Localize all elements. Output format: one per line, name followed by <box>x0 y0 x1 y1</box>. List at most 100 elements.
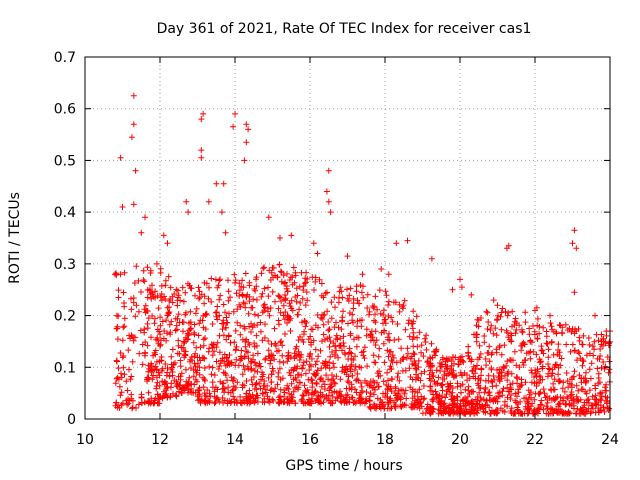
data-point <box>552 361 559 368</box>
data-point <box>254 394 261 401</box>
data-point <box>265 284 271 291</box>
data-point <box>118 389 125 396</box>
data-point <box>350 305 357 312</box>
data-point <box>209 364 216 371</box>
data-point <box>348 381 355 388</box>
data-point <box>489 407 495 414</box>
data-point <box>189 357 195 364</box>
data-point <box>253 380 260 386</box>
data-point <box>271 356 278 363</box>
data-point <box>418 370 425 377</box>
data-point <box>481 339 488 346</box>
data-point <box>180 298 187 305</box>
data-point <box>155 305 162 312</box>
data-point <box>409 386 416 393</box>
data-point <box>395 387 402 394</box>
data-point <box>345 297 352 304</box>
data-point <box>257 376 264 383</box>
data-point <box>576 410 583 417</box>
data-point <box>341 343 347 350</box>
data-point <box>476 401 483 408</box>
data-point <box>250 352 257 359</box>
data-point <box>393 240 400 247</box>
data-point <box>128 134 135 141</box>
data-point <box>299 392 306 399</box>
data-point <box>162 361 169 367</box>
data-point <box>265 293 272 300</box>
data-point <box>182 311 189 318</box>
data-point <box>316 276 323 283</box>
data-point <box>522 379 529 386</box>
data-point <box>300 400 307 407</box>
data-point <box>579 357 586 363</box>
data-point <box>149 313 156 319</box>
data-point <box>244 363 251 370</box>
data-point <box>312 388 319 395</box>
data-point <box>573 382 580 389</box>
data-point <box>203 280 210 287</box>
data-point <box>375 383 382 390</box>
data-point <box>384 347 391 354</box>
data-point <box>232 347 239 354</box>
data-point <box>545 361 551 368</box>
data-point <box>537 389 544 396</box>
data-point <box>462 386 469 393</box>
data-point <box>385 302 392 308</box>
data-point <box>434 380 440 387</box>
data-point <box>307 350 314 357</box>
data-point <box>144 398 151 404</box>
data-point <box>519 410 526 417</box>
data-point <box>521 341 528 348</box>
data-point <box>152 351 159 358</box>
data-point <box>356 364 363 370</box>
data-point <box>594 365 601 372</box>
data-point <box>338 288 345 295</box>
data-point <box>169 293 176 300</box>
data-point <box>288 232 295 239</box>
data-point <box>233 399 240 405</box>
data-point <box>282 292 288 298</box>
data-point <box>266 396 273 403</box>
data-point <box>318 365 325 372</box>
data-point <box>250 296 257 303</box>
data-point <box>142 339 149 346</box>
data-point <box>200 384 207 391</box>
data-point <box>173 322 180 329</box>
data-point <box>347 332 354 339</box>
data-point <box>201 293 208 300</box>
data-point <box>555 401 562 408</box>
data-point <box>477 404 484 411</box>
data-point <box>583 378 590 385</box>
data-point <box>216 363 223 370</box>
data-point <box>422 339 429 345</box>
data-point <box>162 392 169 399</box>
data-point <box>405 320 412 327</box>
data-point <box>534 315 541 322</box>
data-point <box>325 376 332 383</box>
data-point <box>327 383 334 390</box>
data-point <box>149 291 156 298</box>
data-point <box>370 337 377 344</box>
y-tick-label: 0.6 <box>54 102 76 118</box>
data-point <box>211 372 218 379</box>
data-point <box>275 317 282 324</box>
data-point <box>377 372 384 379</box>
data-point <box>418 349 425 356</box>
data-point <box>327 353 334 360</box>
data-point <box>216 277 223 284</box>
data-point <box>474 393 481 400</box>
data-point <box>432 348 439 355</box>
data-point <box>242 338 249 345</box>
data-point <box>592 401 599 408</box>
data-point <box>337 376 344 383</box>
data-point <box>466 390 473 397</box>
data-point <box>177 357 184 364</box>
data-point <box>244 349 251 356</box>
data-point <box>555 409 562 416</box>
data-point <box>442 394 449 401</box>
data-point <box>179 284 186 291</box>
data-point <box>132 313 139 320</box>
data-point <box>450 354 457 361</box>
data-point <box>236 287 243 294</box>
data-point <box>353 377 360 384</box>
